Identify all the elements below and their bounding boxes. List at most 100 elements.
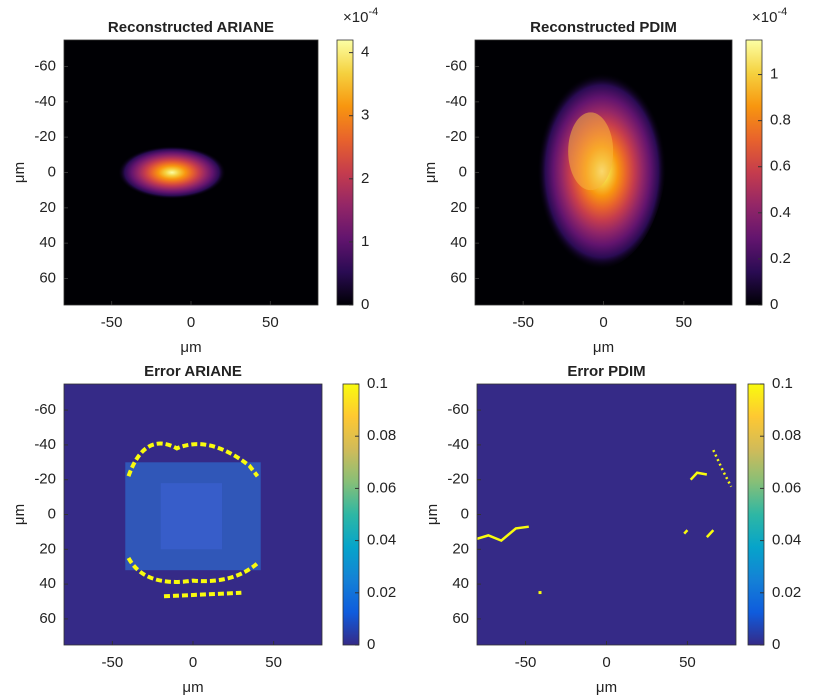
y-tick-label: 20 bbox=[450, 199, 467, 216]
y-tick-label: 0 bbox=[48, 163, 56, 180]
colorbar-tick-label: 0.4 bbox=[770, 204, 791, 221]
heatmap-background bbox=[477, 384, 736, 645]
error-edge bbox=[126, 556, 259, 584]
y-tick-label: 60 bbox=[450, 269, 467, 286]
colorbar-tick-label: 0.04 bbox=[367, 532, 396, 549]
y-tick-label: 0 bbox=[48, 505, 56, 522]
y-tick-label: 60 bbox=[452, 610, 469, 627]
heatmap-image bbox=[125, 441, 261, 599]
x-tick-label: -50 bbox=[512, 314, 534, 331]
x-tick-label: 50 bbox=[262, 314, 279, 331]
scale-base: ×10 bbox=[343, 9, 368, 26]
error-dot bbox=[538, 591, 542, 595]
y-tick-label: 0 bbox=[459, 163, 467, 180]
scale-exponent: -4 bbox=[777, 6, 787, 18]
heatmap-image bbox=[537, 72, 667, 270]
y-tick-label: 60 bbox=[39, 269, 56, 286]
colorbar-tick-label: 0 bbox=[770, 296, 778, 313]
y-tick-label: -40 bbox=[445, 93, 467, 110]
colorbar-tick-label: 0.2 bbox=[770, 250, 791, 267]
y-tick-label: -20 bbox=[34, 471, 56, 488]
y-tick-label: 40 bbox=[450, 234, 467, 251]
x-tick-label: 50 bbox=[679, 654, 696, 671]
intensity-core bbox=[568, 112, 614, 191]
x-axis-label: μm bbox=[596, 679, 617, 696]
scale-base: ×10 bbox=[752, 9, 777, 26]
colorbar-tick-label: 0.1 bbox=[772, 375, 793, 392]
error-edge bbox=[477, 525, 529, 543]
y-axis-label: μm bbox=[11, 504, 28, 525]
y-axis-label: μm bbox=[11, 162, 28, 183]
error-edge bbox=[683, 529, 715, 538]
y-tick-label: -60 bbox=[447, 401, 469, 418]
x-tick-label: -50 bbox=[101, 314, 123, 331]
y-tick-label: -20 bbox=[445, 128, 467, 145]
axes-title: Reconstructed PDIM bbox=[530, 19, 677, 36]
colorbar bbox=[747, 383, 765, 646]
colorbar-tick-label: 3 bbox=[361, 107, 369, 124]
y-tick-label: 20 bbox=[452, 540, 469, 557]
colorbar-tick-label: 2 bbox=[361, 170, 369, 187]
y-tick-label: 40 bbox=[452, 575, 469, 592]
x-tick-label: -50 bbox=[515, 654, 537, 671]
colorbar-tick-label: 0.06 bbox=[367, 479, 396, 496]
y-axis-label: μm bbox=[424, 504, 441, 525]
colorbar-tick-label: 0.06 bbox=[772, 479, 801, 496]
y-tick-label: -20 bbox=[34, 128, 56, 145]
colorbar-tick-label: 0.02 bbox=[772, 584, 801, 601]
y-tick-label: 40 bbox=[39, 234, 56, 251]
x-axis-label: μm bbox=[180, 339, 201, 356]
colorbar bbox=[745, 39, 763, 306]
colorbar-scale: ×10-4 bbox=[752, 6, 787, 26]
x-tick-label: -50 bbox=[102, 654, 124, 671]
y-tick-label: -60 bbox=[34, 401, 56, 418]
axes-title: Error ARIANE bbox=[144, 363, 242, 380]
colorbar-tick-label: 0.6 bbox=[770, 158, 791, 175]
colorbar-tick-label: 1 bbox=[361, 233, 369, 250]
heatmap-image bbox=[117, 146, 226, 199]
colorbar bbox=[336, 39, 354, 306]
x-tick-label: 50 bbox=[675, 314, 692, 331]
y-tick-label: 40 bbox=[39, 575, 56, 592]
y-tick-label: 60 bbox=[39, 610, 56, 627]
error-region-inner bbox=[160, 483, 223, 550]
colorbar-tick-label: 0 bbox=[367, 636, 375, 653]
error-edge bbox=[126, 441, 260, 478]
intensity-blob bbox=[117, 146, 226, 199]
colorbar-tick-label: 0.08 bbox=[367, 427, 396, 444]
x-tick-label: 0 bbox=[599, 314, 607, 331]
colorbar-tick-label: 1 bbox=[770, 66, 778, 83]
colorbar bbox=[342, 383, 360, 646]
y-tick-label: 20 bbox=[39, 540, 56, 557]
x-axis-label: μm bbox=[182, 679, 203, 696]
axes-title: Error PDIM bbox=[567, 363, 645, 380]
error-edge bbox=[163, 590, 242, 599]
y-tick-label: -60 bbox=[445, 57, 467, 74]
colorbar-tick-label: 0.1 bbox=[367, 375, 388, 392]
error-edge bbox=[689, 471, 708, 481]
heatmap-image bbox=[477, 449, 733, 595]
colorbar-scale: ×10-4 bbox=[343, 6, 378, 26]
x-tick-label: 0 bbox=[189, 654, 197, 671]
scale-exponent: -4 bbox=[368, 6, 378, 18]
axes-title: Reconstructed ARIANE bbox=[108, 19, 274, 36]
x-tick-label: 0 bbox=[602, 654, 610, 671]
colorbar-tick-label: 0 bbox=[772, 636, 780, 653]
y-tick-label: -40 bbox=[34, 436, 56, 453]
x-tick-label: 0 bbox=[187, 314, 195, 331]
y-tick-label: -60 bbox=[34, 57, 56, 74]
colorbar-tick-label: 0.08 bbox=[772, 427, 801, 444]
y-tick-label: 0 bbox=[461, 505, 469, 522]
colorbar-tick-label: 0.02 bbox=[367, 584, 396, 601]
y-tick-label: -40 bbox=[447, 436, 469, 453]
colorbar-tick-label: 0.8 bbox=[770, 112, 791, 129]
colorbar-tick-label: 4 bbox=[361, 44, 369, 61]
x-tick-label: 50 bbox=[265, 654, 282, 671]
y-tick-label: -40 bbox=[34, 93, 56, 110]
y-axis-label: μm bbox=[422, 162, 439, 183]
colorbar-tick-label: 0 bbox=[361, 296, 369, 313]
x-axis-label: μm bbox=[593, 339, 614, 356]
colorbar-tick-label: 0.04 bbox=[772, 532, 801, 549]
y-tick-label: 20 bbox=[39, 199, 56, 216]
